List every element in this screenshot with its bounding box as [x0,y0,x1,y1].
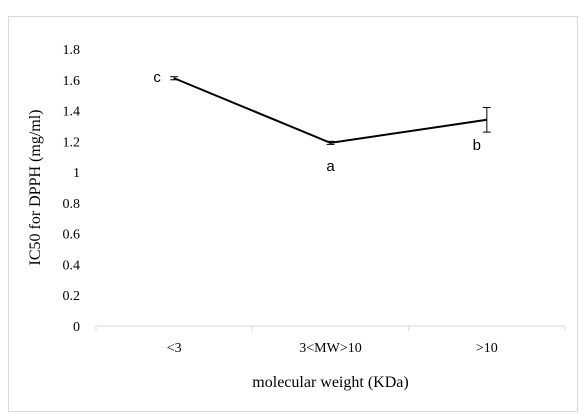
x-axis-tick-marks [95,326,566,331]
y-tick-label: 0.4 [63,258,81,273]
x-axis-title: molecular weight (KDa) [252,374,408,391]
y-tick-label: 1 [73,166,80,181]
error-bar [482,106,491,133]
y-tick-label: 0 [73,320,80,335]
x-tick-label: 3<MW>10 [299,341,361,356]
y-axis-title: IC50 for DPPH (mg/ml) [27,110,44,266]
y-tick-label: 1.8 [63,43,81,58]
y-tick-label: 0.8 [63,197,81,212]
x-axis-tick-labels: <3 3<MW>10 >10 [167,341,498,356]
y-tick-label: 1.4 [63,105,81,120]
y-axis-tick-labels: 0 0.2 0.4 0.6 0.8 1 1.2 1.4 1.6 1.8 [63,43,81,335]
x-tick-label: <3 [167,341,182,356]
series-line [173,77,487,144]
error-bars [170,76,491,145]
significance-letter: b [473,137,481,154]
y-tick-label: 1.6 [63,74,81,89]
significance-labels: c a b [153,69,481,175]
significance-letter: a [326,158,335,175]
y-tick-label: 1.2 [63,135,81,150]
error-bar [326,140,335,145]
chart-frame [8,16,578,412]
x-tick-label: >10 [476,341,498,356]
y-tick-label: 0.2 [63,289,81,304]
error-bar [170,76,179,81]
y-tick-label: 0.6 [63,228,81,243]
significance-letter: c [153,69,161,86]
